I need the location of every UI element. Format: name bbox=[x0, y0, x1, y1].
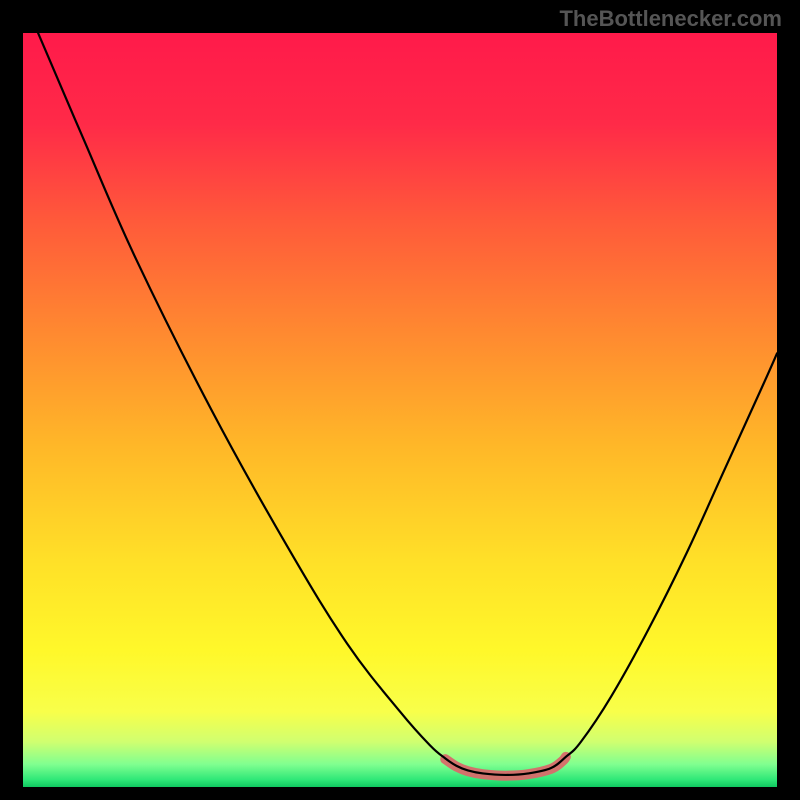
chart-area bbox=[23, 33, 777, 787]
watermark-text: TheBottlenecker.com bbox=[559, 6, 782, 32]
chart-lines bbox=[23, 33, 777, 787]
bottleneck-curve bbox=[38, 33, 777, 775]
highlight-segment bbox=[445, 757, 566, 776]
